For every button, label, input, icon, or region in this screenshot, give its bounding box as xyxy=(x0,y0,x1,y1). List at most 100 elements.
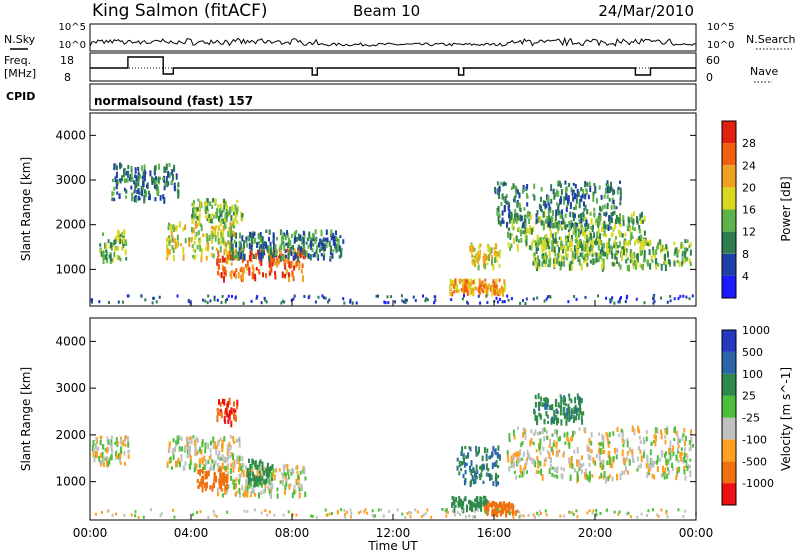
heatmap-cell xyxy=(464,495,467,502)
heatmap-cell xyxy=(280,243,283,250)
heatmap-cell xyxy=(575,297,578,301)
heatmap-cell xyxy=(639,463,642,469)
heatmap-cell xyxy=(520,238,523,243)
heatmap-cell xyxy=(641,219,644,224)
heatmap-cell xyxy=(125,190,128,194)
heatmap-cell xyxy=(662,471,665,477)
heatmap-cell xyxy=(643,230,646,236)
heatmap-cell xyxy=(124,249,127,256)
heatmap-cell xyxy=(153,170,156,176)
heatmap-cell xyxy=(239,268,242,273)
heatmap-cell xyxy=(583,260,586,264)
heatmap-cell xyxy=(229,221,232,226)
heatmap-cell xyxy=(217,453,219,460)
heatmap-cell xyxy=(223,398,226,406)
heatmap-cell xyxy=(92,440,95,446)
heatmap-cell xyxy=(607,224,610,231)
heatmap-cell xyxy=(667,460,670,464)
heatmap-cell xyxy=(528,229,531,234)
heatmap-cell xyxy=(401,299,404,303)
heatmap-cell xyxy=(518,192,521,199)
heatmap-cell xyxy=(133,189,136,194)
heatmap-cell xyxy=(605,476,608,484)
heatmap-cell xyxy=(556,229,559,234)
heatmap-cell xyxy=(248,254,251,262)
heatmap-cell xyxy=(105,250,108,257)
heatmap-cell xyxy=(336,237,339,243)
heatmap-cell xyxy=(293,237,296,244)
heatmap-cell xyxy=(572,196,575,202)
heatmap-cell xyxy=(196,215,199,221)
heatmap-cell xyxy=(498,192,501,199)
heatmap-cell xyxy=(545,259,548,264)
heatmap-cell xyxy=(110,454,113,461)
heatmap-cell xyxy=(608,215,611,222)
heatmap-cell xyxy=(494,254,497,259)
heatmap-cell xyxy=(471,287,474,293)
heatmap-cell xyxy=(336,248,339,252)
heatmap-cell xyxy=(285,242,288,246)
heatmap-cell xyxy=(528,218,531,224)
heatmap-cell xyxy=(119,178,122,182)
heatmap-cell xyxy=(578,427,581,431)
heatmap-cell xyxy=(316,244,318,251)
colorbar-frame xyxy=(721,120,737,299)
heatmap-cell xyxy=(677,466,680,473)
heatmap-cell xyxy=(564,403,567,407)
heatmap-cell xyxy=(557,180,560,187)
colorbar-swatch xyxy=(722,165,736,188)
heatmap-cell xyxy=(689,458,692,462)
heatmap-cell xyxy=(598,454,601,461)
heatmap-cell xyxy=(545,234,548,241)
heatmap-cell xyxy=(475,450,478,457)
heatmap-cell xyxy=(509,511,512,515)
heatmap-cell xyxy=(554,221,557,229)
heatmap-cell xyxy=(304,491,307,498)
heatmap-cell xyxy=(199,201,202,208)
heatmap-cell xyxy=(187,445,190,450)
heatmap-cell xyxy=(216,415,219,423)
heatmap-cell xyxy=(670,448,673,454)
heatmap-cell xyxy=(477,264,480,271)
heatmap-cell xyxy=(452,500,455,505)
heatmap-cell xyxy=(565,246,568,251)
heatmap-cell xyxy=(514,191,517,198)
heatmap-cell xyxy=(496,259,498,263)
heatmap-cell xyxy=(282,234,285,241)
heatmap-cell xyxy=(127,171,130,178)
heatmap-cell xyxy=(237,438,240,442)
heatmap-cell xyxy=(186,443,189,447)
heatmap-cell xyxy=(683,469,686,475)
heatmap-cell xyxy=(195,231,198,237)
heatmap-cell xyxy=(569,474,572,481)
heatmap-cell xyxy=(242,492,245,497)
heatmap-cell xyxy=(481,455,484,462)
heatmap-cell xyxy=(272,232,275,238)
heatmap-cell xyxy=(120,441,123,446)
heatmap-cell xyxy=(533,252,536,257)
heatmap-cell xyxy=(600,441,603,446)
heatmap-cell xyxy=(131,177,134,182)
heatmap-cell xyxy=(414,299,417,302)
heatmap-cell xyxy=(535,449,538,453)
heatmap-cell xyxy=(529,225,532,231)
heatmap-cell xyxy=(575,245,578,252)
heatmap-cell xyxy=(327,300,329,304)
heatmap-cell xyxy=(545,203,548,209)
heatmap-cell xyxy=(336,511,339,515)
heatmap-cell xyxy=(526,184,529,190)
heatmap-cell xyxy=(107,439,110,445)
heatmap-cell xyxy=(608,440,611,445)
heatmap-cell xyxy=(622,443,625,448)
heatmap-cell xyxy=(629,253,632,259)
heatmap-cell xyxy=(621,435,624,442)
heatmap-cell xyxy=(154,197,157,202)
heatmap-cell xyxy=(642,452,645,459)
heatmap-cell xyxy=(340,508,342,512)
heatmap-cell xyxy=(223,240,226,246)
heatmap-cell xyxy=(606,202,609,207)
heatmap-cell xyxy=(583,256,586,262)
heatmap-cell xyxy=(570,247,573,252)
heatmap-cell xyxy=(293,294,296,298)
